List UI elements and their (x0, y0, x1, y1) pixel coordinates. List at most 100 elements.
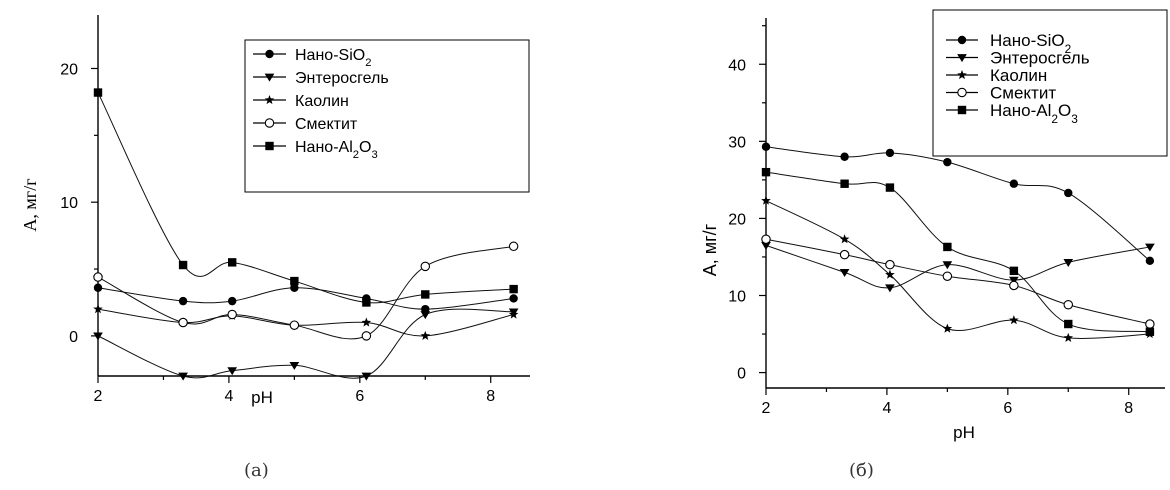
panel-b-data-point (1063, 332, 1074, 342)
panel-b-data-point (1145, 327, 1155, 336)
panel-b-data-point (942, 271, 953, 281)
panel-b-y-tick-label: 30 (728, 134, 746, 151)
panel-b-legend-label: Энтеросгель (990, 49, 1090, 68)
panel-a-data-point (178, 296, 188, 306)
panel-a-x-axis-label: pH (251, 388, 273, 407)
panel-b-legend-box (932, 9, 1168, 157)
panel-a-legend-marker (265, 141, 274, 151)
panel-b-series-line (765, 200, 1150, 339)
panel-a-x-tick-label: 2 (94, 388, 103, 405)
panel-b-data-point (1063, 258, 1074, 267)
panel-b-data-point (1063, 299, 1074, 310)
panel-b-x-tick-label: 4 (882, 400, 891, 417)
panel-b-data-point (1064, 319, 1073, 329)
panel-b-chart: 2 4 6 8 0 10 20 30 40 pH А, мг/г Нано-SiO2Энтеросге… (700, 9, 1168, 442)
panel-a-data-point (420, 311, 431, 320)
panel-b-legend-marker (957, 105, 967, 115)
panel-a-data-point (93, 283, 103, 292)
panel-b-legend-marker (957, 54, 967, 63)
panel-b-x-tick-label: 2 (762, 400, 771, 417)
panel-a-data-point (178, 260, 188, 270)
panel-b-y-tick-label: 20 (728, 211, 746, 228)
panel-a-y-tick-label: 0 (69, 329, 78, 346)
panel-b-data-point (1009, 280, 1019, 291)
panel-a-data-point (93, 332, 103, 341)
panel-b-data-point (761, 234, 771, 244)
panel-a-legend-marker (264, 118, 275, 128)
panel-a-legend-label: Энтеросгель (295, 70, 389, 87)
panel-b-series-line (765, 244, 1150, 289)
panel-b-data-point (943, 242, 952, 252)
panel-a-data-point (290, 283, 299, 292)
panel-b-y-tick-label: 10 (728, 289, 746, 306)
panel-b-data-point (839, 249, 850, 260)
panel-a-data-point (420, 330, 431, 340)
panel-a-legend-marker (265, 49, 274, 59)
panel-a-x-tick-label: 4 (224, 388, 233, 405)
panel-b-series-line (765, 238, 1151, 325)
panel-b-data-point (885, 284, 895, 293)
panel-a-legend-label: Нано-SiO2 (295, 47, 371, 69)
panel-a-data-point (290, 276, 299, 286)
panel-a-data-point (420, 261, 431, 272)
panel-b-y-tick-label: 0 (737, 366, 746, 383)
panel-a-data-point (509, 284, 518, 294)
panel-b-data-point (761, 167, 771, 177)
panel-a-data-point (508, 241, 519, 252)
panel-a-data-point (289, 361, 300, 370)
panel-b-x-tick-label: 8 (1124, 400, 1133, 417)
panel-b-x-axis-label: pH (953, 423, 975, 442)
panel-a-data-point (93, 304, 103, 314)
panel-b-y-tick-label: 40 (728, 57, 746, 74)
panel-a-data-point (227, 258, 237, 267)
panel-a-y-tick-label: 20 (60, 61, 78, 78)
panel-b-data-point (1009, 179, 1019, 188)
panel-b-legend-label: Смектит (990, 84, 1056, 103)
panel-b-data-point (885, 259, 895, 270)
panel-a-data-point (227, 296, 237, 306)
panel-a-data-point (289, 320, 300, 330)
panel-b-data-point (839, 234, 850, 244)
panel-b-data-point (1009, 276, 1019, 285)
panel-a-data-point (361, 331, 372, 341)
panel-a-data-point (227, 309, 237, 320)
panel-a-legend-box (244, 39, 530, 193)
panel-a-data-point (361, 372, 372, 381)
panel-a-legend-label: Каолин (295, 93, 349, 110)
panel-a-data-point (178, 372, 188, 381)
panel-b-caption: (б) (849, 460, 874, 481)
panel-a-legend-label: Смектит (295, 116, 358, 133)
panel-b-data-point (840, 179, 849, 188)
panel-a-data-point (93, 88, 103, 97)
panel-b-legend-marker (957, 87, 967, 98)
panel-b-data-point (761, 195, 771, 205)
panel-a-data-point (361, 317, 372, 327)
panel-a-legend-marker (264, 94, 275, 105)
panel-b-legend-label: Нано-SiO2 (990, 31, 1072, 56)
panel-b-series-line (765, 146, 1151, 262)
panel-b-data-point (1064, 188, 1073, 198)
panel-a-data-point (178, 317, 188, 328)
panel-b-data-point (839, 269, 850, 277)
panel-b-data-point (1145, 243, 1155, 252)
panel-b-data-point (885, 148, 895, 158)
panel-a-y-axis-label: А, мг/г (20, 178, 40, 231)
panel-b-y-axis-label: А, мг/г (700, 223, 720, 276)
panel-a-x-tick-label: 6 (355, 388, 364, 405)
panel-a-series-line (97, 287, 514, 310)
panel-b-data-point (1009, 266, 1019, 276)
panel-a-data-point (362, 298, 371, 307)
panel-b-legend-marker (957, 69, 967, 80)
panel-a-legend-marker (264, 73, 275, 82)
panel-b-data-point (761, 242, 771, 251)
panel-a-data-point (508, 309, 519, 319)
panel-b-legend-label: Каолин (990, 66, 1047, 85)
panel-b-x-tick-label: 6 (1003, 400, 1012, 417)
panel-b-legend-marker (957, 35, 967, 45)
panel-a-y-tick-label: 10 (60, 195, 78, 212)
panel-a-x-tick-label: 8 (486, 388, 495, 405)
panel-a-caption: (a) (244, 460, 269, 481)
panel-b-data-point (942, 261, 953, 270)
